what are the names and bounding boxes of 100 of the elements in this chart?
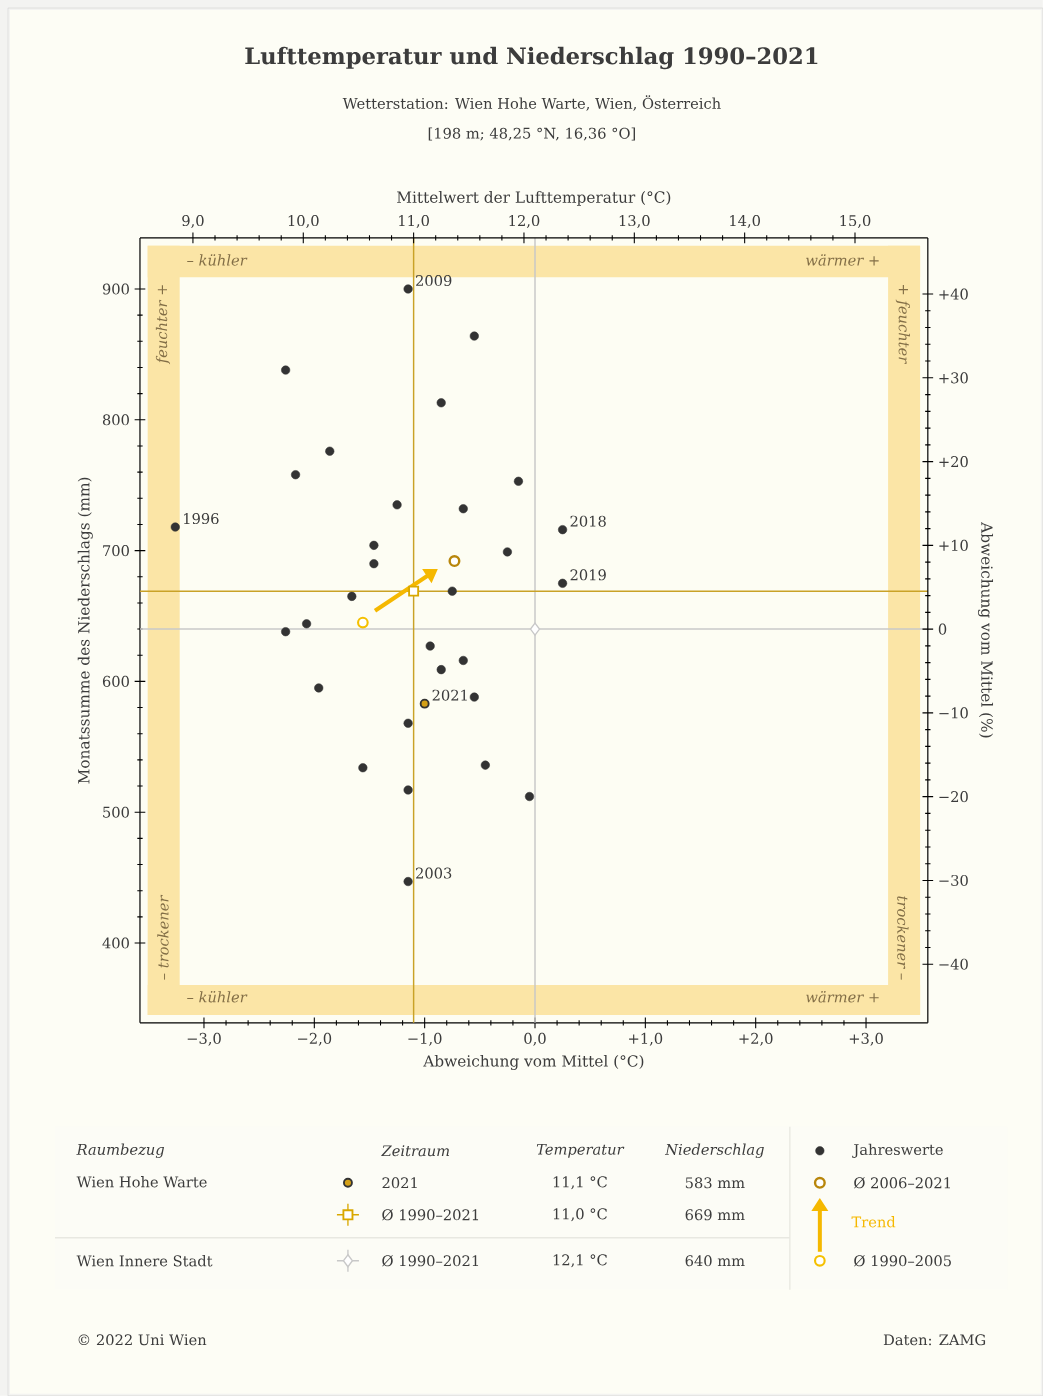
y-tick-label: 400 [102,937,129,949]
point [529,622,541,636]
point [302,619,312,629]
text: Wien Innere Stadt [76,1255,213,1267]
text: Zeitraum [381,1145,450,1157]
point [314,683,324,693]
x-tick-label: +1,0 [629,1032,663,1046]
y2-tick-label: −20 [939,791,968,803]
point [448,555,461,568]
text: 12,1 °C [553,1254,607,1268]
y-axis-title: Monatssumme des Niederschlags (mm) [77,477,93,784]
text: [198 m; 48,25 °N, 16,36 °O] [428,127,635,141]
point [469,331,479,341]
text: 640 mm [685,1255,745,1267]
y2-tick-label: +10 [939,539,968,551]
x2-tick-label: 13,0 [619,215,650,228]
annotation: feuchter + [155,285,171,365]
text: 669 mm [685,1209,745,1221]
point [419,698,430,709]
text: Temperatur [536,1143,625,1158]
annotation: 2019 [570,569,606,581]
point [436,665,446,675]
point [480,760,490,770]
y-tick-label: 800 [102,414,129,426]
x2-tick-label: 15,0 [840,215,871,228]
chart-title: Lufttemperatur und Niederschlag 1990–2021 [245,46,818,70]
text: Raumbezug [76,1143,164,1158]
point [369,540,379,550]
point [290,470,301,480]
chart-subtitle: Wetterstation: Wien Hohe Warte, Wien, Österreich [342,95,721,111]
y2-tick-label: +40 [939,288,968,300]
point [369,559,379,569]
x-tick-label: −3,0 [187,1032,221,1046]
point [403,284,413,294]
x2-tick-label: 11,0 [399,215,429,228]
point [524,791,534,802]
x-tick-label: +3,0 [849,1032,883,1046]
point [425,641,435,651]
legend-label: Ø 2006–2021 [854,1177,950,1189]
point [356,616,369,629]
text: 583 mm [685,1177,745,1189]
y2-tick-label: +20 [939,456,968,468]
y-tick-label: 700 [103,545,129,557]
y2-axis-title: Abweichung vom Mittel (%) [977,522,993,738]
point [358,763,368,773]
legend-label: Jahreswerte [852,1143,943,1158]
x-tick-label: −2,0 [298,1032,332,1046]
point [458,655,468,666]
legend-label: Ø 1990–2021 [382,1209,479,1221]
text: © 2022 Uni Wien [78,1334,207,1346]
x2-tick-label: 12,0 [509,215,540,228]
point [403,877,413,887]
annotation: wärmer + [806,991,879,1003]
x-axis-title: Abweichung vom Mittel (°C) [423,1054,644,1070]
point [392,500,402,510]
point [408,585,420,597]
y-tick-label: 500 [103,806,129,818]
annotation: wärmer + [806,254,879,266]
x2-tick-label: 10,0 [288,215,319,228]
point [436,398,446,408]
y2-tick-label: +30 [939,372,968,384]
annotation: – kühler [187,991,248,1003]
x2-tick-label: 14,0 [730,215,760,228]
y-tick-label: 900 [102,283,129,295]
point [458,504,468,514]
x-tick-label: 0,0 [524,1032,546,1046]
annotation: 2009 [416,274,452,287]
text: 11,1 °C [553,1176,607,1190]
text: 11,0 °C [553,1208,607,1222]
annotation: – trockener [157,894,169,980]
y2-tick-label: 0 [938,623,947,635]
annotation: 2018 [570,515,606,527]
text: Niederschlag [664,1143,764,1158]
point [347,591,357,601]
point [447,586,457,596]
text: Daten: ZAMG [883,1334,986,1346]
annotation: + feuchter [895,285,910,365]
x-tick-label: −1,0 [408,1032,442,1046]
point [558,525,568,535]
annotation: – kühler [187,254,248,266]
point [281,627,291,637]
y2-tick-label: −40 [939,958,968,970]
annotation: 2021 [432,689,467,701]
point [558,578,568,588]
point [281,365,291,375]
point [513,476,523,486]
annotation: 2003 [416,867,452,879]
y2-tick-label: −30 [939,874,968,886]
x2-axis-title: Mittelwert der Lufttemperatur (°C) [397,191,671,206]
legend-label: Ø 1990–2021 [382,1255,479,1267]
x-tick-label: +2,0 [739,1032,773,1046]
annotation: 1996 [183,513,219,525]
point [403,718,413,728]
point [403,785,413,795]
point [469,692,479,702]
y2-tick-label: −10 [939,707,968,719]
text: Wien Hohe Warte [76,1176,207,1188]
legend-label: Ø 1990–2005 [854,1255,951,1267]
legend-label: 2021 [382,1177,417,1189]
point [170,522,180,532]
